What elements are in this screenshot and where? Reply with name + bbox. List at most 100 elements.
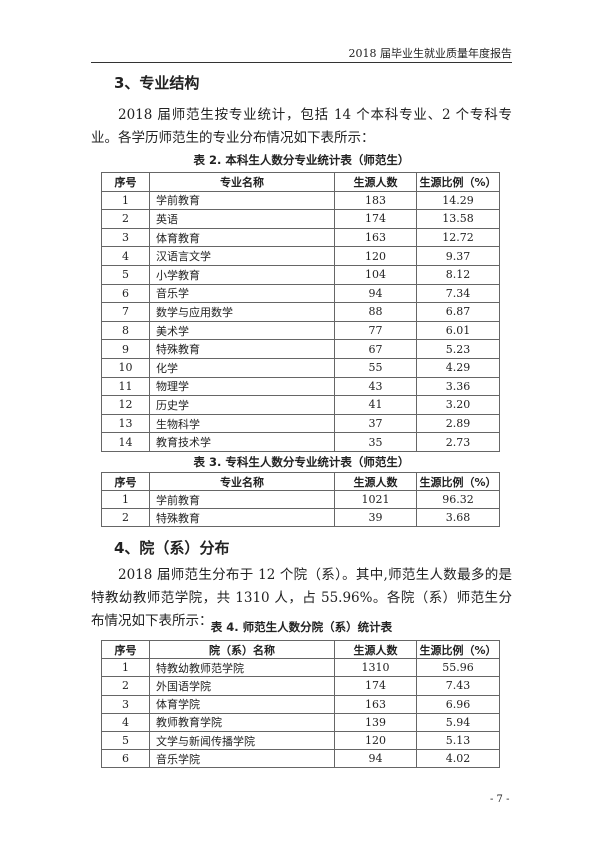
row-name: 音乐学	[149, 283, 335, 304]
table-row: 4 汉语言文学 120 9.37	[101, 246, 500, 266]
page-number: - 7 -	[490, 794, 510, 805]
row-percent: 96.32	[416, 490, 500, 509]
row-percent: 6.96	[416, 694, 500, 714]
row-name: 外国语学院	[149, 676, 335, 696]
row-index: 4	[101, 246, 150, 266]
row-percent: 9.37	[416, 246, 500, 266]
row-percent: 7.34	[416, 283, 500, 304]
table-row: 2 外国语学院 174 7.43	[101, 676, 500, 696]
column-header: 序号	[101, 639, 150, 660]
row-name: 文学与新闻传播学院	[149, 730, 335, 751]
row-percent: 3.20	[416, 395, 500, 415]
row-index: 6	[101, 283, 150, 304]
column-header: 生源人数	[334, 172, 417, 192]
row-count: 67	[334, 339, 417, 359]
row-name: 学前教育	[149, 490, 335, 509]
row-name: 特殊教育	[149, 339, 335, 359]
table-row: 12 历史学 41 3.20	[101, 395, 500, 415]
row-count: 77	[334, 320, 417, 341]
table-row: 7 数学与应用数学 88 6.87	[101, 302, 500, 322]
row-index: 1	[101, 190, 150, 211]
row-percent: 8.12	[416, 264, 500, 285]
row-name: 数学与应用数学	[149, 302, 335, 322]
row-percent: 6.87	[416, 302, 500, 322]
row-name: 特教幼教师范学院	[149, 658, 335, 678]
section-3-paragraph: 2018 届师范生按专业统计，包括 14 个本科专业、2 个专科专业。各学历师范…	[91, 107, 512, 146]
table-row: 11 物理学 43 3.36	[101, 376, 500, 397]
table-row: 5 小学教育 104 8.12	[101, 264, 500, 285]
row-name: 小学教育	[149, 264, 335, 285]
table-row: 5 文学与新闻传播学院 120 5.13	[101, 730, 500, 751]
row-name: 教育技术学	[149, 432, 335, 452]
row-name: 汉语言文学	[149, 246, 335, 266]
row-index: 11	[101, 376, 150, 397]
row-count: 43	[334, 376, 417, 397]
table-row: 2 特殊教育 39 3.68	[101, 508, 500, 527]
column-header: 生源比例（%）	[416, 172, 500, 192]
column-header: 生源比例（%）	[416, 472, 500, 491]
row-percent: 5.13	[416, 730, 500, 751]
table-2-caption: 表 2. 本科生人数分专业统计表（师范生）	[193, 153, 410, 167]
column-header: 序号	[101, 472, 150, 491]
row-name: 体育教育	[149, 227, 335, 248]
section-3-heading: 3、专业结构	[114, 74, 200, 92]
column-header: 专业名称	[149, 472, 335, 491]
table-row: 14 教育技术学 35 2.73	[101, 432, 500, 452]
section-4-paragraph: 2018 届师范生分布于 12 个院（系）。其中,师范生人数最多的是特教幼教师范…	[91, 567, 512, 629]
table-3: 序号 专业名称 生源人数 生源比例（%） 1 学前教育 1021 96.32 2 特殊教育 39 3.…	[101, 472, 500, 527]
row-count: 163	[334, 694, 417, 714]
table-row: 1 学前教育 183 14.29	[101, 190, 500, 211]
row-index: 14	[101, 432, 150, 452]
row-percent: 2.89	[416, 413, 500, 434]
row-name: 学前教育	[149, 190, 335, 211]
row-count: 120	[334, 730, 417, 751]
row-percent: 4.02	[416, 749, 500, 769]
row-index: 3	[101, 694, 150, 714]
row-name: 英语	[149, 209, 335, 229]
row-name: 音乐学院	[149, 749, 335, 769]
row-percent: 55.96	[416, 658, 500, 678]
row-index: 3	[101, 227, 150, 248]
row-percent: 12.72	[416, 227, 500, 248]
table-row: 13 生物科学 37 2.89	[101, 413, 500, 434]
table-header-row: 序号 专业名称 生源人数 生源比例（%）	[101, 172, 500, 192]
row-count: 55	[334, 357, 417, 378]
row-count: 94	[334, 749, 417, 769]
row-index: 5	[101, 264, 150, 285]
row-name: 美术学	[149, 320, 335, 341]
row-percent: 5.94	[416, 712, 500, 732]
row-count: 1021	[334, 490, 417, 509]
table-row: 1 学前教育 1021 96.32	[101, 490, 500, 509]
row-name: 教师教育学院	[149, 712, 335, 732]
row-percent: 6.01	[416, 320, 500, 341]
column-header: 生源比例（%）	[416, 639, 500, 660]
running-header: 2018 届毕业生就业质量年度报告	[348, 47, 513, 60]
row-percent: 7.43	[416, 676, 500, 696]
row-count: 139	[334, 712, 417, 732]
row-index: 2	[101, 508, 150, 527]
row-count: 37	[334, 413, 417, 434]
table-row: 6 音乐学 94 7.34	[101, 283, 500, 304]
row-count: 1310	[334, 658, 417, 678]
row-count: 41	[334, 395, 417, 415]
table-row: 10 化学 55 4.29	[101, 357, 500, 378]
row-count: 174	[334, 209, 417, 229]
row-name: 生物科学	[149, 413, 335, 434]
table-header-row: 序号 专业名称 生源人数 生源比例（%）	[101, 472, 500, 491]
row-count: 94	[334, 283, 417, 304]
row-index: 13	[101, 413, 150, 434]
table-row: 1 特教幼教师范学院 1310 55.96	[101, 658, 500, 678]
table-row: 4 教师教育学院 139 5.94	[101, 712, 500, 732]
table-row: 3 体育学院 163 6.96	[101, 694, 500, 714]
row-percent: 5.23	[416, 339, 500, 359]
table-row: 3 体育教育 163 12.72	[101, 227, 500, 248]
row-name: 化学	[149, 357, 335, 378]
row-name: 体育学院	[149, 694, 335, 714]
table-2: 序号 专业名称 生源人数 生源比例（%） 1 学前教育 183 14.29 2 英语 174 13.5…	[101, 172, 500, 452]
table-4-caption: 表 4. 师范生人数分院（系）统计表	[210, 620, 393, 634]
table-row: 8 美术学 77 6.01	[101, 320, 500, 341]
row-count: 120	[334, 246, 417, 266]
row-count: 183	[334, 190, 417, 211]
section-4-heading: 4、院（系）分布	[114, 539, 230, 557]
row-count: 39	[334, 508, 417, 527]
